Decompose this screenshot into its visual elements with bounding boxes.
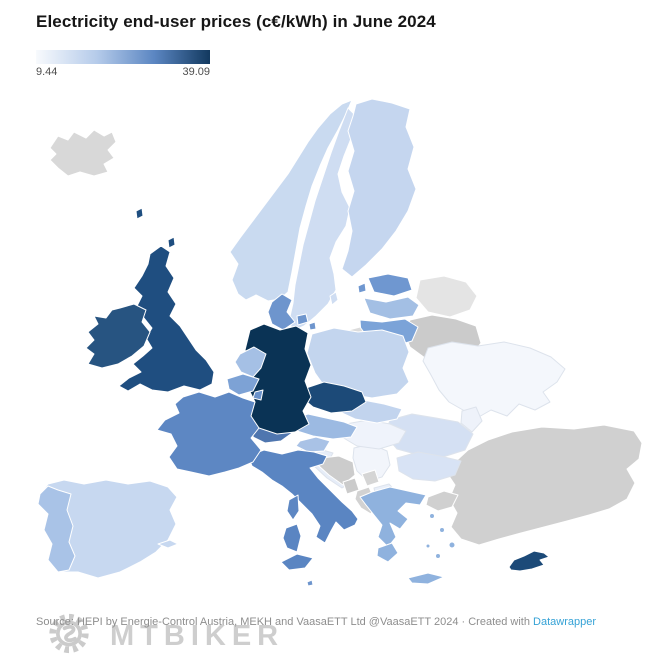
country-denmark-funen[interactable] (308, 321, 317, 331)
country-greece-island[interactable] (425, 543, 431, 549)
country-finland[interactable] (341, 98, 417, 278)
country-denmark-zealand[interactable] (296, 313, 309, 326)
country-italy-sicily[interactable] (280, 553, 314, 571)
country-ukraine[interactable] (422, 341, 566, 419)
country-belgium[interactable] (226, 373, 260, 396)
country-uk-orkney[interactable] (167, 236, 176, 249)
country-sweden-gotland[interactable] (329, 291, 339, 306)
country-greece[interactable] (359, 486, 427, 548)
country-malta[interactable] (306, 579, 314, 587)
country-latvia[interactable] (363, 296, 420, 320)
country-turkey-european[interactable] (425, 490, 459, 512)
legend-max-label: 39.09 (182, 66, 210, 78)
country-france-corsica[interactable] (286, 494, 300, 521)
source-text: Source: HEPI by Energie-Control Austria,… (36, 616, 459, 628)
country-bulgaria[interactable] (396, 451, 462, 482)
legend-gradient-bar (36, 50, 210, 64)
country-sweden[interactable] (288, 107, 359, 332)
country-estonia-saaremaa[interactable] (357, 282, 367, 294)
country-kosovo[interactable] (361, 469, 380, 487)
country-denmark[interactable] (267, 293, 296, 331)
country-greece-island[interactable] (435, 553, 441, 559)
country-iceland[interactable] (49, 129, 117, 177)
country-italy[interactable] (247, 449, 359, 544)
legend-min-label: 9.44 (36, 66, 58, 78)
footer-attribution: Source: HEPI by Energie-Control Austria,… (36, 616, 596, 628)
country-estonia[interactable] (367, 273, 413, 297)
country-greece-peloponnese[interactable] (376, 542, 399, 563)
country-uk-shetland[interactable] (135, 207, 144, 220)
created-with-text: Created with (468, 616, 534, 628)
country-netherlands[interactable] (234, 346, 267, 378)
country-poland[interactable] (306, 327, 410, 399)
country-moldova[interactable] (460, 406, 483, 433)
country-greece-island[interactable] (448, 541, 456, 549)
country-greece-crete[interactable] (407, 572, 445, 585)
country-portugal[interactable] (37, 485, 76, 573)
page-title: Electricity end-user prices (c€/kWh) in … (36, 12, 436, 31)
country-spain-balearics[interactable] (157, 539, 179, 549)
country-cyprus[interactable] (508, 550, 550, 572)
country-turkey[interactable] (446, 424, 643, 546)
country-norway[interactable] (229, 99, 353, 302)
color-scale-legend: 9.44 39.09 (36, 50, 210, 78)
country-france[interactable] (156, 391, 262, 477)
footer-separator: · (458, 616, 469, 628)
country-russia[interactable] (415, 275, 478, 318)
country-slovenia[interactable] (295, 436, 331, 453)
country-ireland[interactable] (85, 303, 151, 369)
datawrapper-link[interactable]: Datawrapper (533, 616, 597, 628)
country-greece-island[interactable] (429, 513, 435, 519)
country-italy-sardinia[interactable] (282, 523, 302, 553)
country-luxembourg[interactable] (252, 389, 264, 401)
country-greece-island[interactable] (439, 527, 445, 533)
